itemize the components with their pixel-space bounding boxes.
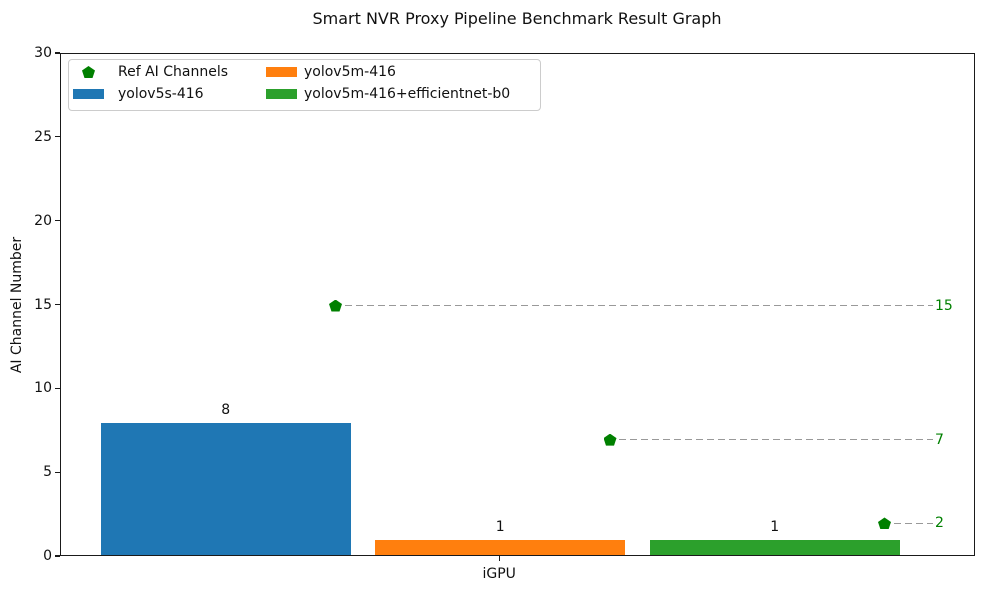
- legend-item-label: yolov5m-416+efficientnet-b0: [304, 86, 511, 102]
- ref-dash-line: [344, 304, 933, 307]
- y-tick-label: 10: [34, 380, 52, 397]
- bar-yolov5m-416: [375, 540, 626, 555]
- y-tick-label: 5: [43, 464, 52, 481]
- bar-value-label: 1: [495, 519, 505, 536]
- ref-dash-line: [619, 438, 933, 441]
- x-tick-label: iGPU: [482, 566, 516, 582]
- y-tick-label: 25: [34, 128, 52, 145]
- plot-area: 8 15 1 7 1 2: [60, 53, 975, 556]
- y-tick-mark: [55, 471, 60, 473]
- legend-swatch-icon: [266, 67, 297, 77]
- bar-value-label: 8: [221, 401, 231, 418]
- y-tick-mark: [55, 52, 60, 54]
- chart-title: Smart NVR Proxy Pipeline Benchmark Resul…: [312, 9, 722, 28]
- legend-pentagon-icon: [82, 66, 95, 78]
- legend-item-label: yolov5m-416: [304, 64, 396, 80]
- bar-yolov5m-416+efficientnet-b0: [649, 540, 900, 555]
- ref-marker-pentagon-icon: [329, 299, 342, 312]
- y-tick-label: 30: [34, 45, 52, 61]
- bar-yolov5s-416: [100, 422, 351, 555]
- bar-value-label: 1: [770, 519, 780, 536]
- x-tick-mark: [498, 556, 500, 561]
- ref-value-label: 7: [934, 431, 944, 448]
- legend: Ref AI Channels yolov5s-416 yolov5m-416 yol…: [68, 59, 541, 111]
- legend-item-label: Ref AI Channels: [118, 64, 229, 80]
- y-tick-mark: [55, 555, 60, 557]
- ref-value-label: 15: [934, 297, 953, 314]
- ref-marker-pentagon-icon: [603, 433, 617, 446]
- legend-item-label: yolov5s-416: [118, 86, 204, 102]
- y-tick-mark: [55, 136, 60, 138]
- legend-swatch-icon: [266, 89, 297, 99]
- y-tick-mark: [55, 220, 60, 222]
- y-tick-label: 15: [34, 296, 52, 313]
- y-tick-label: 0: [43, 548, 52, 564]
- legend-swatch-icon: [73, 89, 104, 99]
- ref-dash-line: [893, 522, 933, 525]
- y-tick-mark: [55, 303, 60, 306]
- ref-marker-pentagon-icon: [878, 517, 891, 530]
- ref-value-label: 2: [934, 515, 944, 532]
- y-tick-label: 20: [34, 212, 52, 229]
- y-tick-mark: [55, 387, 60, 389]
